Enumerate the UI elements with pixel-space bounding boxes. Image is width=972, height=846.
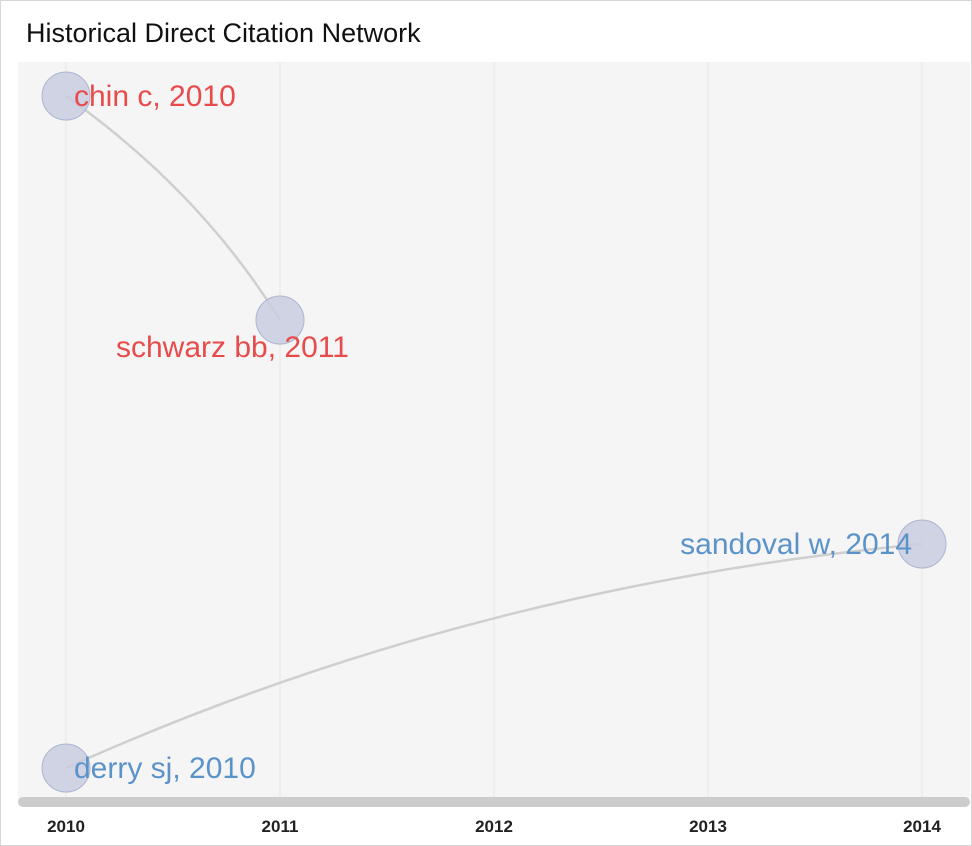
node-label-chin: chin c, 2010: [74, 80, 236, 113]
time-axis-bar: [18, 797, 970, 807]
edge-derry-sandoval: [65, 542, 923, 770]
node-label-derry: derry sj, 2010: [74, 752, 256, 785]
node-label-sandoval: sandoval w, 2014: [680, 528, 912, 561]
node-sandoval[interactable]: [897, 519, 947, 569]
x-tick-label-2012: 2012: [475, 817, 513, 836]
x-tick-label-2013: 2013: [689, 817, 727, 836]
edge-chin-schwarz: [65, 94, 282, 321]
node-derry[interactable]: [41, 743, 91, 793]
node-label-schwarz: schwarz bb, 2011: [116, 331, 349, 364]
node-chin[interactable]: [41, 71, 91, 121]
grid-lines: [65, 62, 923, 800]
x-axis-ticks: 2010 2011 2012 2013 2014: [47, 817, 941, 836]
citation-edges: [65, 94, 923, 770]
x-tick-label-2014: 2014: [903, 817, 941, 836]
x-tick-label-2010: 2010: [47, 817, 85, 836]
node-schwarz[interactable]: [255, 295, 305, 345]
x-tick-label-2011: 2011: [262, 817, 299, 836]
citation-nodes: chin c, 2010 schwarz bb, 2011 sandoval w, …: [41, 71, 947, 793]
chart-title: Historical Direct Citation Network: [26, 18, 421, 48]
